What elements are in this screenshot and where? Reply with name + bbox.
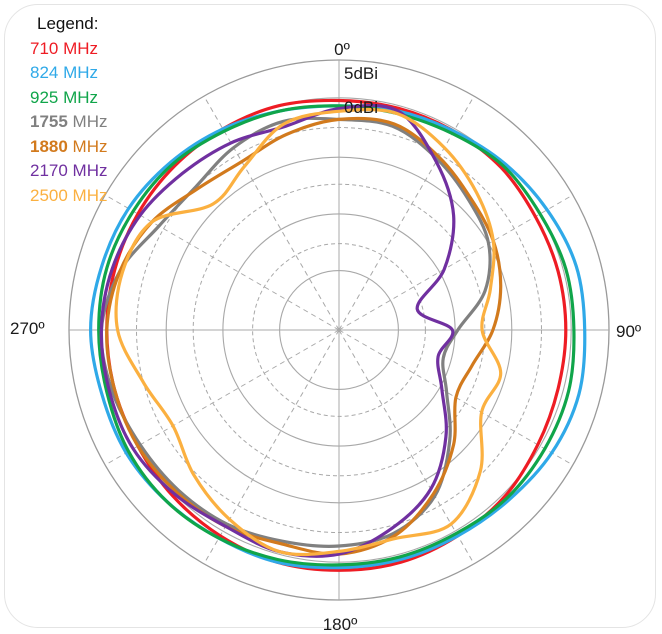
angle-label-top: 0º (334, 40, 350, 59)
legend-item: 925 MHz (26, 86, 108, 111)
series-line-824-mhz (89, 104, 587, 570)
legend-item-unit: MHz (67, 161, 108, 180)
polar-grid (68, 59, 610, 601)
series-line-2170-mhz (99, 103, 456, 558)
angle-label-right: 90º (616, 322, 641, 341)
legend-items: 710 MHz 824 MHz 925 MHz 1755 MHz 1880 MHz 217… (26, 37, 108, 209)
series-line-710-mhz (105, 98, 568, 572)
grid-spoke (104, 329, 340, 466)
legend-item: 2170 MHz (26, 159, 108, 184)
legend-item: 710 MHz (26, 37, 108, 62)
legend: Legend: 710 MHz 824 MHz 925 MHz 1755 MHz 188… (26, 12, 108, 208)
legend-item-unit: MHz (67, 136, 108, 156)
legend-item-frequency: 925 (30, 87, 59, 107)
grid-spoke (203, 329, 340, 565)
axis-labels: 0º 90º 180º 270º 5dBi 0dBi (10, 40, 641, 634)
legend-item-unit: MHz (58, 63, 99, 82)
legend-item-frequency: 1880 (30, 136, 68, 156)
angle-label-left: 270º (10, 319, 45, 338)
legend-item-unit: MHz (58, 87, 99, 107)
series-line-2500-mhz (114, 107, 503, 557)
legend-item-unit: MHz (58, 38, 99, 58)
series-line-925-mhz (97, 104, 576, 567)
legend-item-frequency: 710 (30, 38, 59, 58)
legend-item-frequency: 2500 (30, 185, 68, 205)
series-layer (89, 98, 587, 572)
grid-spoke (203, 95, 340, 331)
grid-spoke (104, 194, 340, 331)
legend-item-frequency: 2170 (30, 161, 68, 180)
angle-label-bottom: 180º (323, 615, 358, 634)
legend-item: 1755 MHz (26, 110, 108, 135)
chart-frame (4, 4, 656, 628)
legend-item-unit: MHz (67, 112, 108, 131)
legend-item-frequency: 1755 (30, 112, 68, 131)
legend-item: 1880 MHz (26, 135, 108, 160)
ring-label-0dbi: 0dBi (344, 98, 378, 117)
legend-item: 824 MHz (26, 61, 108, 86)
legend-item: 2500 MHz (26, 184, 108, 209)
ring-label-5dbi: 5dBi (344, 64, 378, 83)
legend-item-unit: MHz (67, 185, 108, 205)
grid-spoke (338, 194, 574, 331)
legend-item-frequency: 824 (30, 63, 59, 82)
legend-title: Legend: (37, 14, 99, 33)
grid-spoke (338, 95, 475, 331)
series-line-1755-mhz (99, 116, 492, 548)
